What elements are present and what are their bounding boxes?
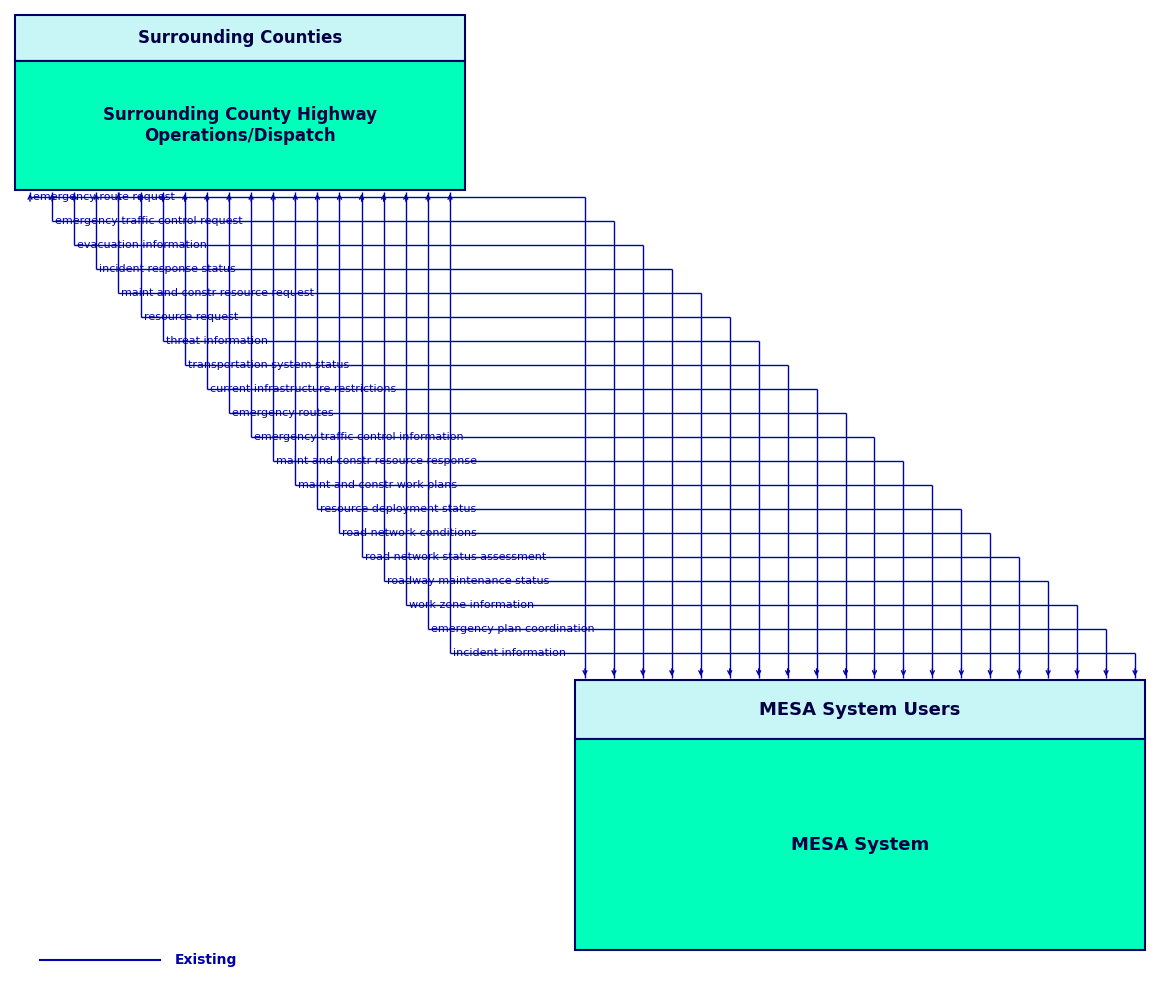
Text: Surrounding County Highway
Operations/Dispatch: Surrounding County Highway Operations/Di… (103, 106, 377, 145)
Text: emergency traffic control information: emergency traffic control information (255, 432, 464, 442)
Text: roadway maintenance status: roadway maintenance status (387, 576, 549, 586)
Text: emergency traffic control request: emergency traffic control request (55, 216, 243, 226)
Text: emergency plan coordination: emergency plan coordination (431, 624, 595, 634)
Text: maint and constr resource response: maint and constr resource response (276, 456, 478, 466)
Text: maint and constr work plans: maint and constr work plans (298, 480, 458, 490)
Text: road network status assessment: road network status assessment (364, 552, 545, 562)
Text: incident information: incident information (453, 648, 566, 658)
Text: incident response status: incident response status (99, 264, 236, 274)
Text: emergency routes: emergency routes (232, 408, 334, 418)
Text: evacuation information: evacuation information (77, 240, 207, 250)
Text: MESA System Users: MESA System Users (759, 701, 961, 719)
Text: emergency route request: emergency route request (33, 192, 175, 202)
Text: resource request: resource request (144, 312, 238, 322)
Text: MESA System: MESA System (791, 836, 929, 854)
Text: threat information: threat information (166, 336, 267, 346)
Bar (575, 740, 1145, 950)
Text: resource deployment status: resource deployment status (320, 504, 477, 514)
Text: Surrounding Counties: Surrounding Counties (138, 29, 342, 47)
Text: maint and constr resource request: maint and constr resource request (121, 288, 314, 298)
Bar (575, 680, 1145, 740)
Text: current infrastructure restrictions: current infrastructure restrictions (210, 384, 396, 394)
Text: Existing: Existing (175, 953, 237, 967)
Text: transportation system status: transportation system status (188, 360, 349, 370)
Text: work zone information: work zone information (409, 600, 534, 610)
Text: road network conditions: road network conditions (342, 528, 478, 538)
Bar (15, 15, 465, 60)
Bar (15, 60, 465, 190)
